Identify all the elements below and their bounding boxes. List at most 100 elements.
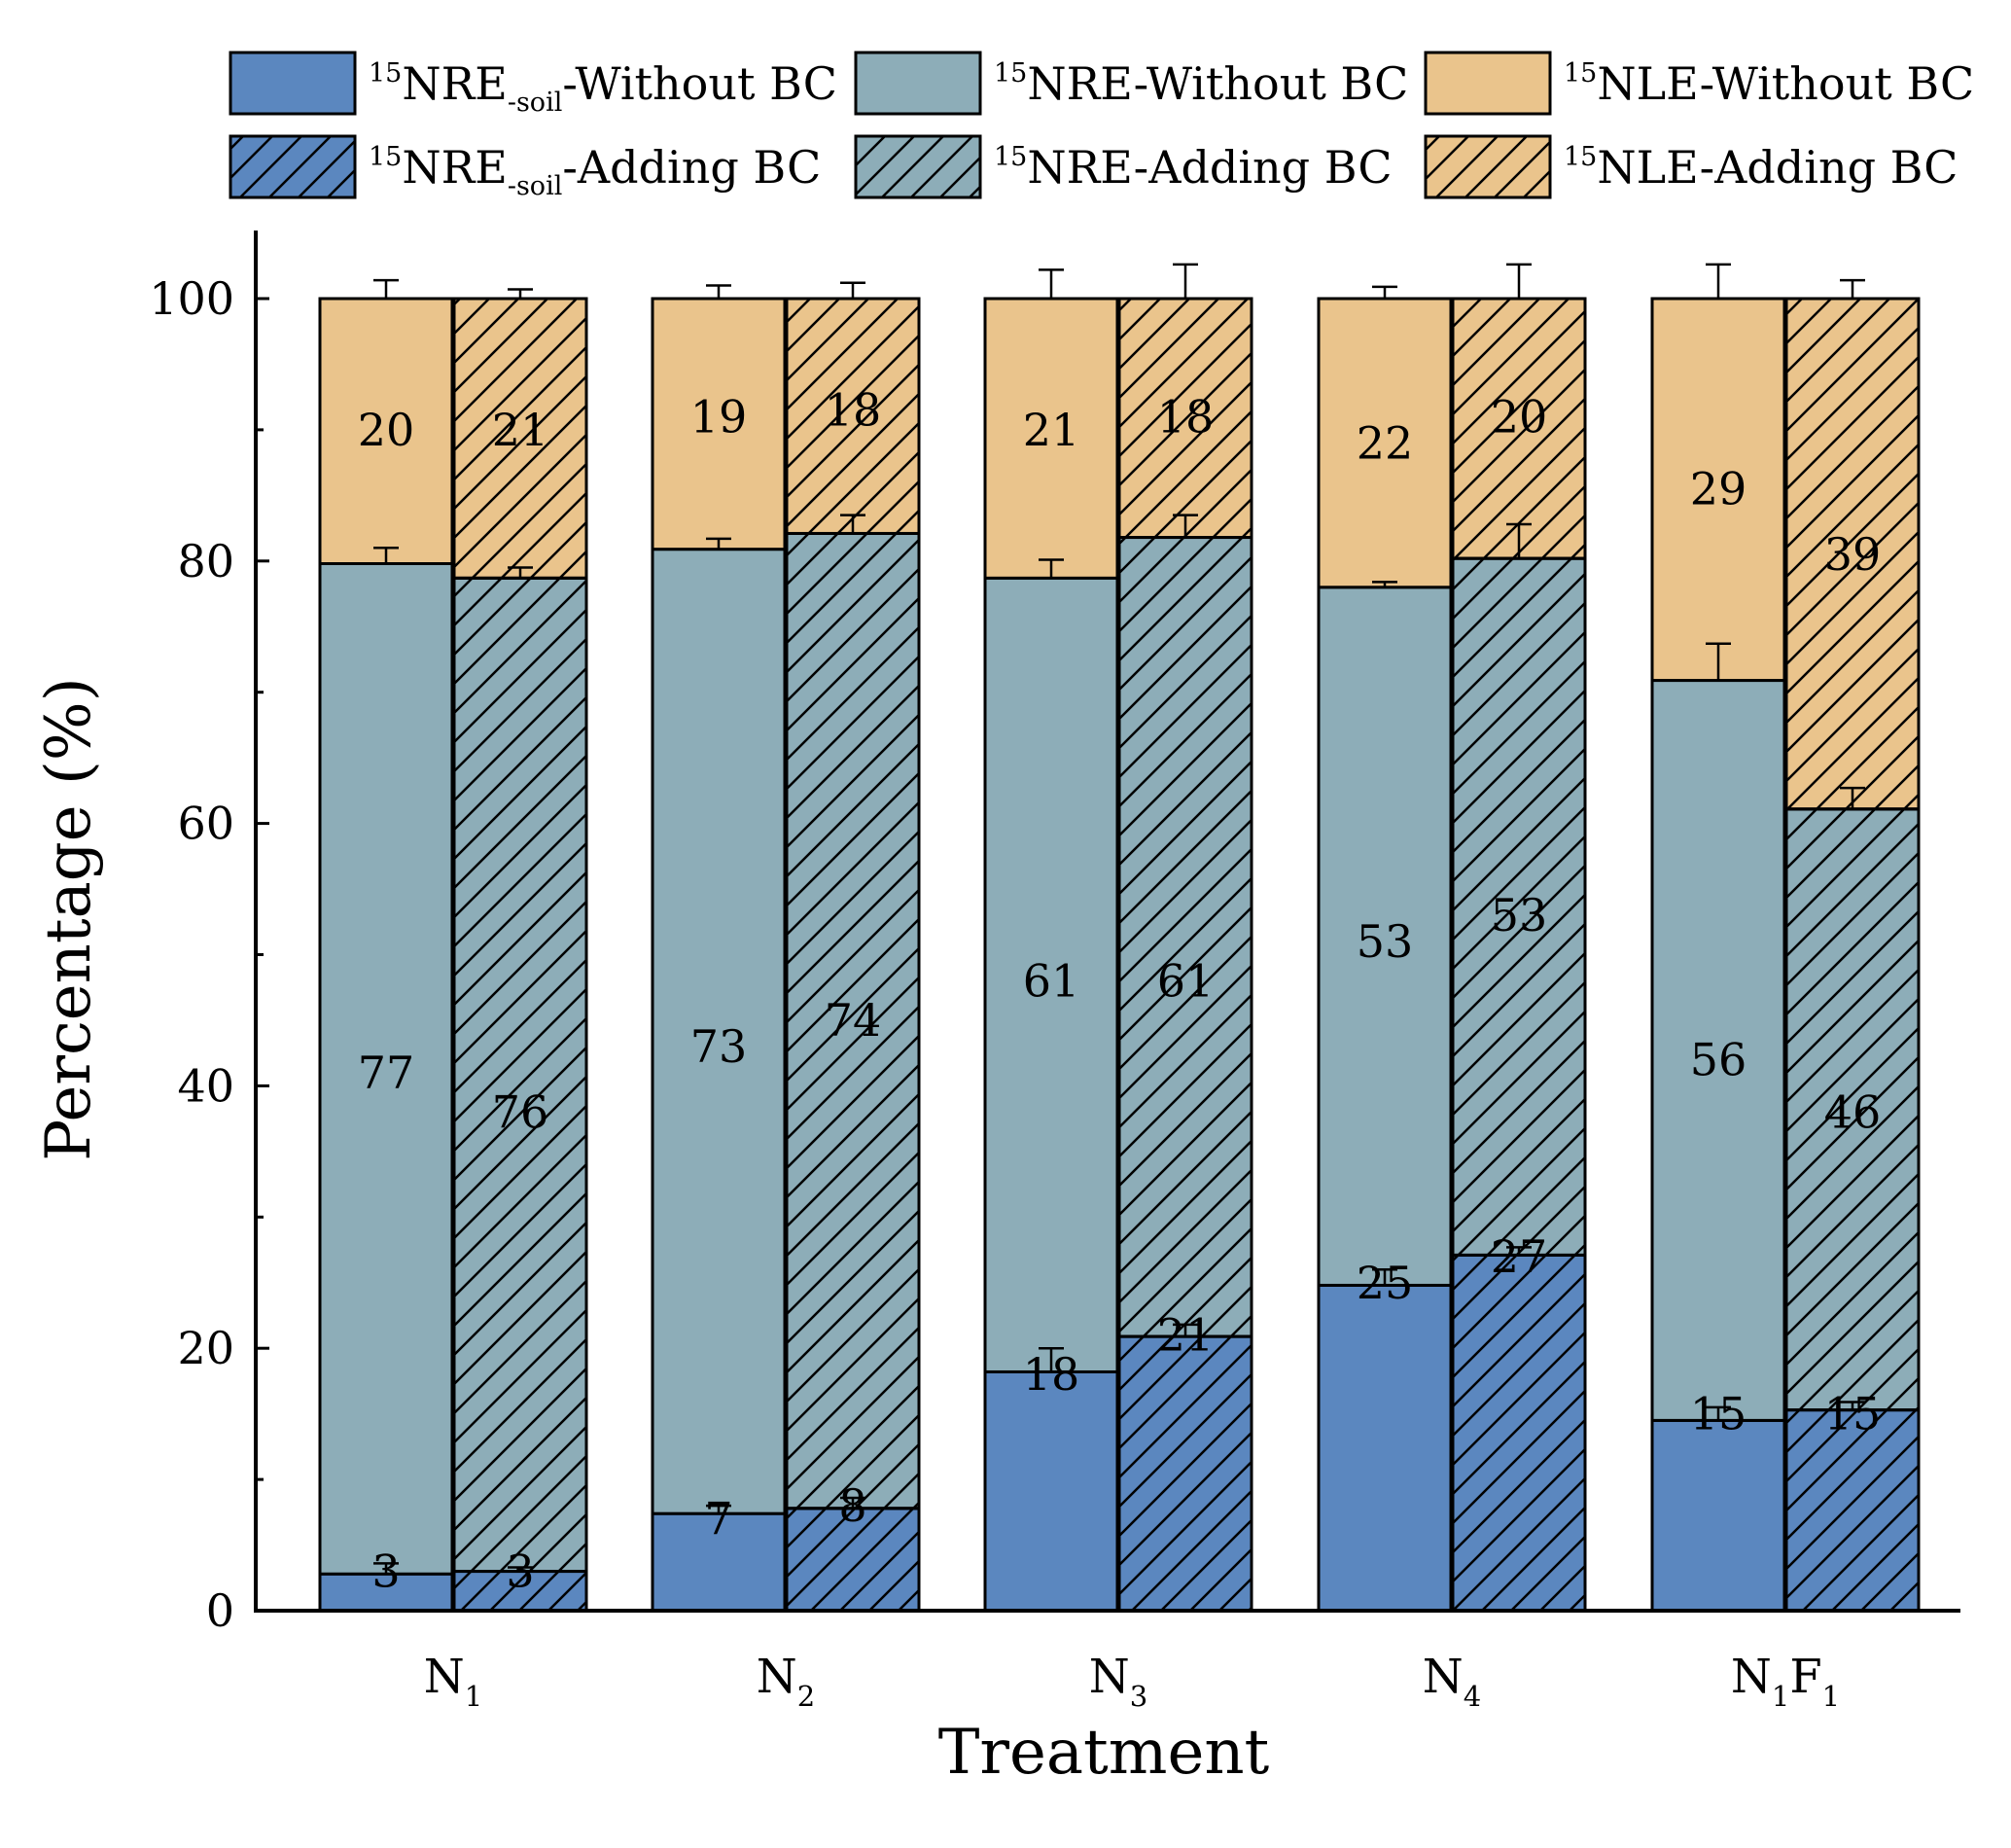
- legend-swatch-hatch: [1424, 134, 1552, 199]
- data-label-nre: 73: [690, 1020, 748, 1073]
- data-label-nre_soil: 15: [1824, 1388, 1882, 1440]
- data-label-nre: 53: [1357, 915, 1414, 968]
- legend-sup: 15: [1564, 142, 1597, 172]
- data-label-nle: 39: [1824, 528, 1882, 581]
- bar-hatch-nre_soil: [1117, 1334, 1253, 1613]
- bar-hatch-nle: [785, 297, 921, 535]
- data-label-nre_soil: 27: [1491, 1230, 1548, 1283]
- legend-label: 15NRE-soil-Adding BC: [369, 141, 821, 201]
- bar-segment-nle: [983, 297, 1119, 580]
- x-category-sub: 3: [1130, 1680, 1147, 1713]
- x-category-label: N4: [1423, 1650, 1481, 1713]
- legend: 15NRE-soil-Without BC 15NRE-Without BC 15N…: [229, 51, 1974, 201]
- x-category-sub: 4: [1464, 1680, 1481, 1713]
- legend-sup: 15: [1564, 58, 1597, 89]
- bar-hatch-nre: [1451, 556, 1587, 1257]
- legend-sup: 15: [994, 58, 1027, 89]
- legend-label: 15NLE-Without BC: [1564, 57, 1974, 110]
- data-label-nle: 21: [492, 404, 549, 456]
- y-tick-label: 80: [177, 535, 234, 587]
- legend-label: 15NRE-Adding BC: [994, 141, 1393, 194]
- legend-text-main: NLE-Adding BC: [1597, 141, 1958, 194]
- bar-hatch-nre_soil: [452, 1570, 588, 1613]
- data-labels-layer: 3 77 20 7 73 19 18 61 21 25 53 22 15 56 29 3 76 21 8 74 18 21…: [358, 384, 1882, 1598]
- bar-segment-nre_soil: [983, 1369, 1119, 1613]
- legend-sup: 15: [369, 142, 402, 172]
- legend-sub: -soil: [508, 171, 563, 201]
- legend-label: 15NRE-soil-Without BC: [369, 57, 837, 118]
- bar-segment-nre_soil: [1317, 1283, 1453, 1613]
- error-bars-layer: [373, 263, 1865, 1575]
- data-label-nre: 46: [1824, 1085, 1882, 1138]
- bar-hatch-nre: [1117, 536, 1253, 1338]
- legend-text-main: NRE-Adding BC: [1027, 141, 1392, 194]
- data-label-nre_soil: 7: [704, 1493, 732, 1546]
- data-label-nre: 74: [825, 994, 882, 1047]
- bar-segment-nre: [983, 576, 1119, 1373]
- y-tick-label: 60: [177, 798, 234, 850]
- data-label-nle: 19: [690, 390, 748, 443]
- data-label-nle: 21: [1023, 404, 1080, 456]
- x-category-main: N: [757, 1650, 797, 1704]
- legend-label: 15NLE-Adding BC: [1564, 141, 1958, 194]
- bar-segment-nre: [318, 561, 454, 1576]
- bar-hatch-nle: [452, 297, 588, 580]
- y-tick-label: 40: [177, 1059, 234, 1112]
- data-label-nle: 29: [1690, 463, 1747, 515]
- bars-layer: [318, 297, 1921, 1613]
- x-category-label: N1: [424, 1650, 482, 1713]
- x-category-main: N: [1089, 1650, 1130, 1704]
- data-label-nre_soil: 15: [1690, 1388, 1747, 1440]
- legend-swatch: [1424, 51, 1552, 116]
- data-label-nle: 18: [825, 384, 882, 437]
- data-label-nle: 22: [1357, 416, 1414, 469]
- data-label-nle: 18: [1157, 390, 1215, 443]
- bar-hatch-nre: [785, 531, 921, 1510]
- bar-segment-nre_soil: [318, 1572, 454, 1613]
- legend-suffix: -Without BC: [562, 57, 837, 110]
- data-label-nle: 20: [1491, 390, 1548, 443]
- legend-swatch: [229, 51, 357, 116]
- y-ticks: 0 20 40 60 80 100: [149, 272, 269, 1637]
- data-label-nre_soil: 21: [1157, 1309, 1215, 1362]
- x-axis-title: Treatment: [938, 1717, 1270, 1789]
- y-tick-label: 100: [149, 272, 234, 325]
- bar-hatch-nre_soil: [1451, 1253, 1587, 1613]
- legend-sup: 15: [369, 58, 402, 89]
- bar-segment-nle: [318, 297, 454, 565]
- legend-sup: 15: [994, 142, 1027, 172]
- legend-swatch: [854, 51, 982, 116]
- bar-segment-nre: [1317, 586, 1453, 1287]
- x-category-labels: N1 N2 N3 N4 N1F1: [424, 1650, 1840, 1713]
- bar-hatch-nle: [1117, 297, 1253, 540]
- x-category-main: N: [424, 1650, 465, 1704]
- x-category-sub: 1: [465, 1680, 482, 1713]
- data-label-nre_soil: 8: [838, 1479, 866, 1532]
- x-category-sub: 1: [1772, 1680, 1789, 1713]
- x-category-tail-sub: 1: [1822, 1680, 1840, 1713]
- x-category-main: N: [1731, 1650, 1772, 1704]
- data-label-nre: 61: [1023, 954, 1080, 1007]
- legend-swatch-hatch: [229, 134, 357, 199]
- data-label-nre_soil: 25: [1357, 1257, 1414, 1309]
- legend-swatch-hatch: [854, 134, 982, 199]
- data-label-nre_soil: 3: [506, 1546, 534, 1598]
- legend-text-main: NRE: [402, 141, 507, 194]
- data-label-nre: 56: [1690, 1033, 1747, 1085]
- x-category-tail: F: [1789, 1650, 1821, 1704]
- data-label-nre: 77: [358, 1047, 415, 1099]
- bar-hatch-nre: [452, 576, 588, 1574]
- legend-label: 15NRE-Without BC: [994, 57, 1408, 110]
- bar-segment-nre: [651, 548, 787, 1515]
- data-label-nre: 76: [492, 1085, 549, 1138]
- x-category-sub: 2: [797, 1680, 815, 1713]
- legend-text-main: NRE-Without BC: [1027, 57, 1408, 110]
- data-label-nle: 20: [358, 404, 415, 456]
- data-label-nre: 53: [1491, 889, 1548, 942]
- x-category-label: N3: [1089, 1650, 1147, 1713]
- data-label-nre_soil: 18: [1023, 1348, 1080, 1401]
- legend-sub: -soil: [508, 88, 563, 118]
- bar-segment-nle: [1650, 297, 1786, 683]
